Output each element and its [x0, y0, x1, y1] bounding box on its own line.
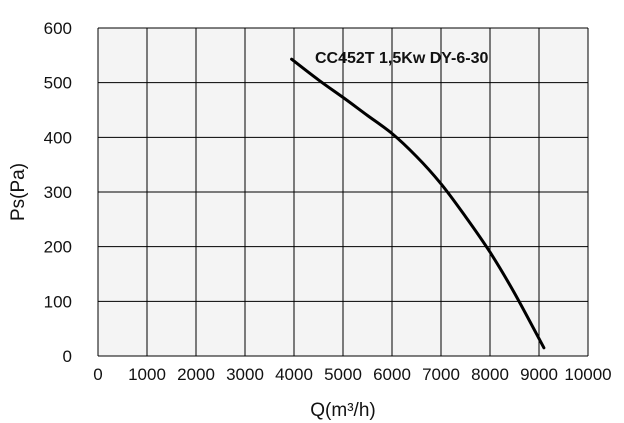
series-line — [290, 57, 546, 350]
y-tick-label: 500 — [44, 74, 72, 93]
x-tick-label: 5000 — [324, 365, 362, 384]
x-tick-label: 9000 — [520, 365, 558, 384]
x-tick-label: 3000 — [226, 365, 264, 384]
grid — [97, 27, 589, 357]
tick-labels: 0 1000 2000 3000 4000 5000 6000 7000 8000 9000 100… — [44, 19, 612, 384]
y-axis-label: Ps(Pa) — [8, 163, 29, 221]
x-tick-label: 0 — [93, 365, 102, 384]
x-tick-label: 2000 — [177, 365, 215, 384]
x-tick-label: 4000 — [275, 365, 313, 384]
x-tick-label: 10000 — [564, 365, 611, 384]
series-layer — [290, 57, 546, 350]
y-tick-label: 100 — [44, 292, 72, 311]
y-tick-label: 600 — [44, 19, 72, 38]
series-label: CC452T 1,5Kw DY-6-30 — [315, 50, 489, 67]
x-tick-label: 8000 — [471, 365, 509, 384]
x-tick-label: 6000 — [373, 365, 411, 384]
x-tick-label: 1000 — [128, 365, 166, 384]
y-tick-label: 200 — [44, 238, 72, 257]
x-tick-label: 7000 — [422, 365, 460, 384]
y-tick-label: 0 — [63, 347, 72, 366]
x-axis-label: Q(m³/h) — [310, 400, 375, 421]
y-tick-label: 300 — [44, 183, 72, 202]
y-tick-label: 400 — [44, 128, 72, 147]
